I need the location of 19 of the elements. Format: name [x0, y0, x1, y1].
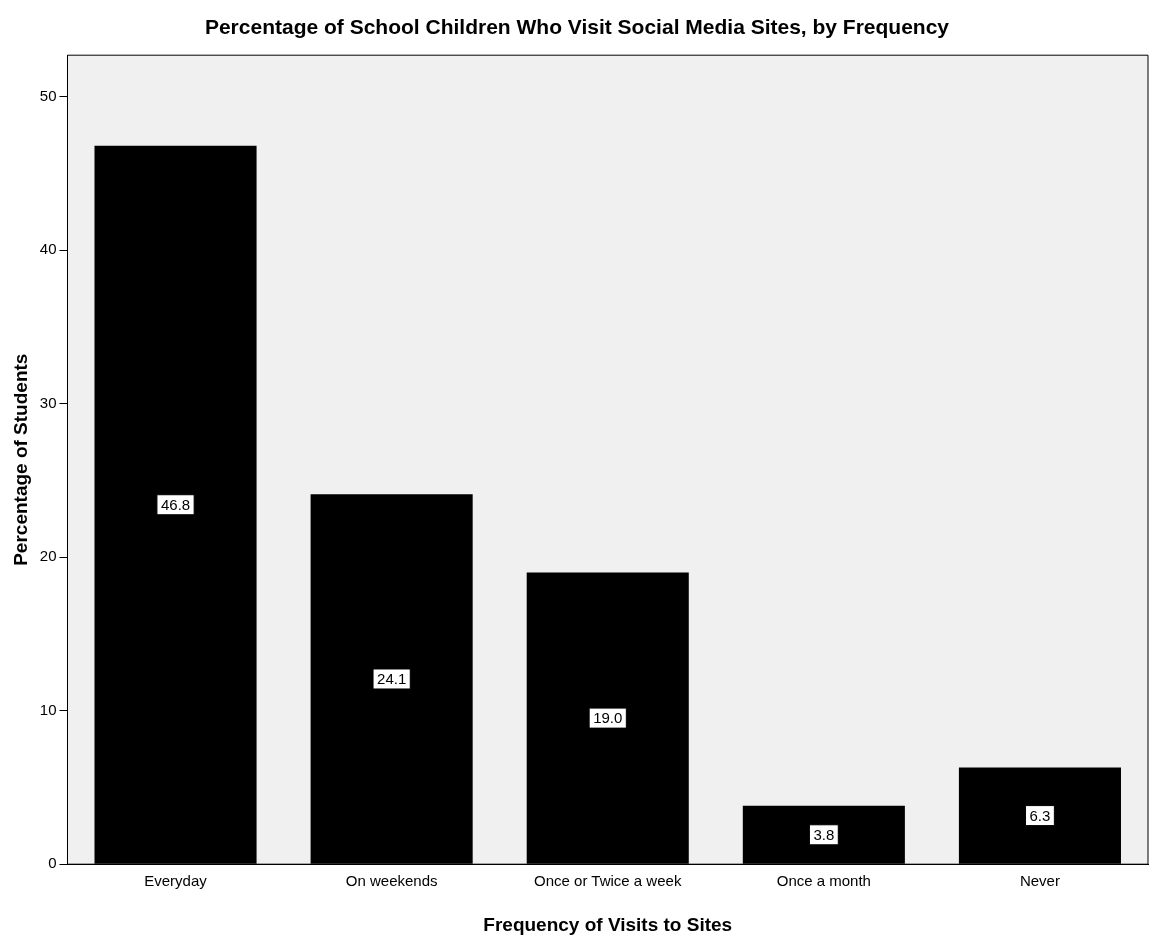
data-label: 24.1	[377, 670, 407, 688]
y-tick-label: 20	[39, 547, 57, 565]
y-axis-title: Percentage of Students	[9, 353, 31, 566]
data-label: 3.8	[813, 825, 835, 843]
y-tick-label: 10	[39, 700, 57, 718]
x-tick-label: On weekends	[345, 872, 438, 890]
x-axis-title: Frequency of Visits to Sites	[483, 913, 733, 935]
y-tick-label: 50	[39, 86, 57, 104]
x-tick-label: Once a month	[776, 872, 871, 890]
data-label: 6.3	[1029, 806, 1051, 824]
x-tick-label: Never	[1019, 872, 1060, 890]
x-tick-label: Once or Twice a week	[534, 872, 682, 890]
chart-title: Percentage of School Children Who Visit Social Media Sites, by Frequency	[204, 15, 950, 39]
data-label: 46.8	[160, 495, 191, 513]
data-label: 19.0	[593, 709, 623, 727]
y-tick-label: 40	[39, 240, 57, 258]
y-tick-label: 0	[48, 854, 57, 872]
y-tick-label: 30	[39, 393, 57, 411]
x-tick-label: Everyday	[144, 872, 208, 890]
